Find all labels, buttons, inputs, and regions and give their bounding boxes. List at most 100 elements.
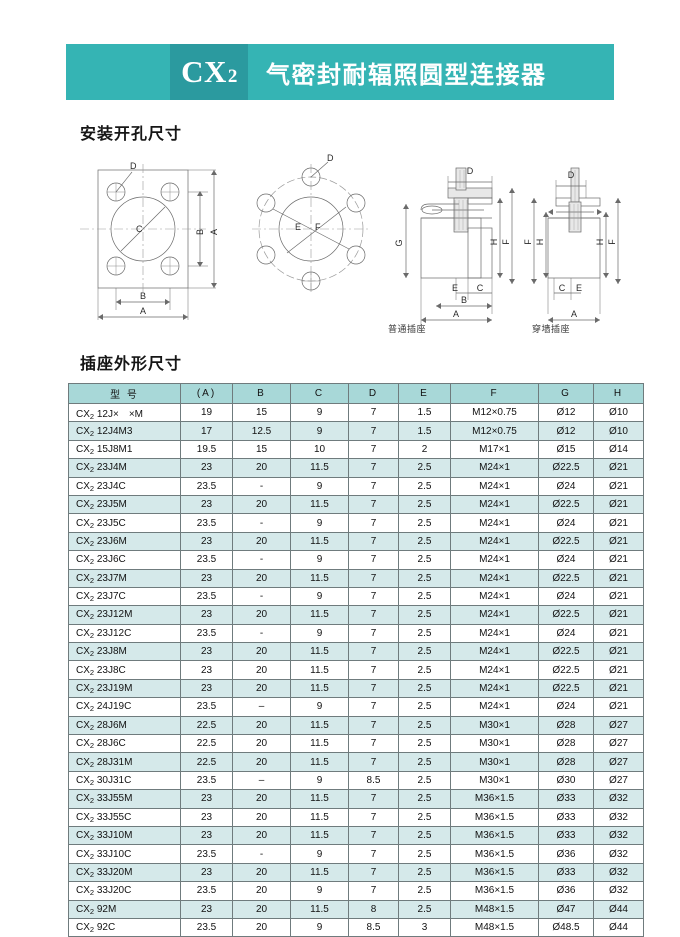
label-F-wall-left: F [523, 239, 533, 245]
cell-c: 9 [290, 550, 349, 570]
cell-e: 2.5 [398, 531, 451, 552]
cell-g: Ø12 [538, 402, 594, 423]
col-header-e: E [398, 383, 451, 404]
cell-h: Ø14 [593, 439, 644, 460]
cell-model: CX2 15J8M1 [68, 439, 181, 460]
cell-h: Ø44 [593, 899, 644, 919]
caption-standard-socket: 普通插座 [388, 324, 427, 334]
label-D-wall: D [568, 170, 575, 180]
cell-model: CX2 23J8M [68, 642, 181, 662]
cell-d: 7 [348, 421, 399, 441]
table-row: CX2 92C 23.5 20 9 8.5 3 M48×1.5 Ø48.5 Ø44 [68, 917, 644, 937]
cell-d: 7 [348, 807, 399, 827]
cell-d: 7 [348, 734, 399, 754]
drawing-section-wall: D F H H F C [523, 167, 621, 323]
cell-model: CX2 23J5C [68, 513, 181, 533]
cell-g: Ø30 [538, 770, 594, 791]
label-D-circ: D [327, 153, 334, 163]
cell-b: 20 [232, 825, 291, 846]
cell-f: M24×1 [450, 586, 539, 607]
table-row: CX2 12J4M3 17 12.5 9 7 1.5 M12×0.75 Ø12 Ø10 [68, 421, 644, 441]
table-row: CX2 23J5M 23 20 11.5 7 2.5 M24×1 Ø22.5 Ø21 [68, 494, 644, 515]
cell-h: Ø21 [593, 550, 644, 570]
table-row: CX2 23J7M 23 20 11.5 7 2.5 M24×1 Ø22.5 Ø21 [68, 568, 644, 588]
cell-c: 11.5 [290, 494, 349, 515]
table-row: CX2 24J19C 23.5–9 7 2.5 M24×1 Ø24 Ø21 [68, 697, 644, 717]
cell-d: 7 [348, 439, 399, 460]
cell-b: 20 [232, 881, 291, 901]
cell-d: 7 [348, 789, 399, 809]
cell-e: 2.5 [398, 697, 451, 717]
section-heading-dimensions: 插座外形尺寸 [80, 356, 183, 373]
cell-d: 7 [348, 752, 399, 772]
cell-d: 7 [348, 660, 399, 680]
cell-a: 22.5 [180, 734, 233, 754]
cell-g: Ø22.5 [538, 531, 594, 552]
cell-h: Ø27 [593, 734, 644, 754]
cell-g: Ø22.5 [538, 660, 594, 680]
cell-g: Ø33 [538, 807, 594, 827]
table-row: CX2 23J12M 23 20 11.5 7 2.5 M24×1 Ø22.5 Ø21 [68, 605, 644, 625]
cell-b: 15 [232, 402, 291, 423]
cell-g: Ø22.5 [538, 642, 594, 662]
cell-a: 23 [180, 605, 233, 625]
label-A-vertical: A [209, 229, 219, 235]
cell-h: Ø21 [593, 623, 644, 644]
cell-g: Ø28 [538, 752, 594, 772]
cell-b: 20 [232, 789, 291, 809]
cell-b: 20 [232, 899, 291, 919]
cell-g: Ø22.5 [538, 494, 594, 515]
cell-model: CX2 23J12M [68, 605, 181, 625]
cell-e: 2.5 [398, 458, 451, 478]
label-E-wall: E [576, 283, 582, 293]
cell-h: Ø21 [593, 605, 644, 625]
technical-drawings-group: C D B A B A [66, 150, 626, 340]
cell-b: 20 [232, 531, 291, 552]
cell-e: 2.5 [398, 715, 451, 736]
cell-a: 23 [180, 531, 233, 552]
cell-e: 2.5 [398, 660, 451, 680]
cell-model: CX2 33J10C [68, 844, 181, 864]
cell-e: 2.5 [398, 605, 451, 625]
col-header-f: F [450, 383, 539, 404]
cell-e: 1.5 [398, 402, 451, 423]
cell-h: Ø21 [593, 513, 644, 533]
cell-model: CX2 33J55C [68, 807, 181, 827]
table-row: CX2 28J31M 22.5 20 11.5 7 2.5 M30×1 Ø28 Ø27 [68, 752, 644, 772]
cell-e: 2.5 [398, 825, 451, 846]
cell-c: 11.5 [290, 789, 349, 809]
col-header-g: G [538, 383, 594, 404]
cell-a: 19.5 [180, 439, 233, 460]
table-row: CX2 23J6C 23.5-9 7 2.5 M24×1 Ø24 Ø21 [68, 550, 644, 570]
label-D-std: D [467, 166, 474, 176]
cell-a: 23.5 [180, 844, 233, 864]
cell-model: CX2 92M [68, 899, 181, 919]
cell-e: 2.5 [398, 476, 451, 496]
cell-model: CX2 28J6M [68, 715, 181, 736]
cell-h: Ø27 [593, 715, 644, 736]
cell-f: M24×1 [450, 605, 539, 625]
label-H-std: H [489, 239, 499, 246]
cell-b: - [232, 623, 291, 644]
col-header-model: 型 号 [68, 383, 181, 404]
cell-d: 7 [348, 881, 399, 901]
table-row: CX2 23J5C 23.5-9 7 2.5 M24×1 Ø24 Ø21 [68, 513, 644, 533]
cell-model: CX2 23J7C [68, 586, 181, 607]
product-series-code: CX 2 [170, 44, 248, 100]
cell-d: 7 [348, 678, 399, 699]
cell-h: Ø10 [593, 402, 644, 423]
cell-b: - [232, 513, 291, 533]
cell-g: Ø33 [538, 862, 594, 883]
cell-e: 2.5 [398, 734, 451, 754]
cell-a: 17 [180, 421, 233, 441]
label-B-vertical: B [195, 229, 205, 235]
cell-a: 19 [180, 402, 233, 423]
label-A-bottom: A [140, 306, 146, 316]
cell-model: CX2 23J19M [68, 678, 181, 699]
cell-a: 23.5 [180, 550, 233, 570]
cell-model: CX2 33J20C [68, 881, 181, 901]
label-A-std: A [453, 309, 459, 319]
cell-g: Ø33 [538, 825, 594, 846]
cell-g: Ø28 [538, 715, 594, 736]
cell-d: 7 [348, 458, 399, 478]
